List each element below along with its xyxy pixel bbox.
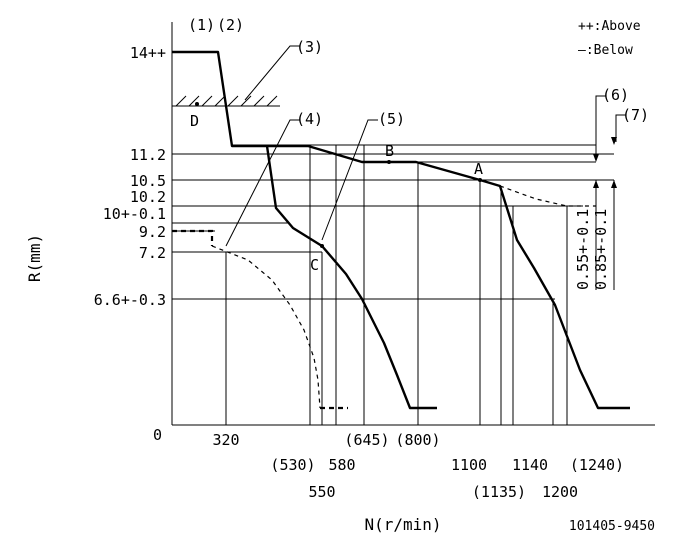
x-tick-1135: (1135) — [472, 483, 526, 501]
y-tick-0: 0 — [153, 426, 162, 444]
secondary-characteristic-curve — [265, 145, 437, 410]
x-tick-800: (800) — [395, 431, 440, 449]
legend-below: —:Below — [578, 43, 633, 58]
legend-above: ++:Above — [578, 19, 641, 34]
callout-7: (7) — [622, 106, 649, 124]
x-tick-645: (645) — [344, 431, 389, 449]
point-d-marker — [195, 102, 199, 106]
dim-value-055: 0.55+-0.1 — [574, 209, 592, 290]
x-tick-580: 580 — [328, 456, 355, 474]
main-characteristic-curve — [172, 50, 630, 410]
x-tick-530: (530) — [270, 456, 315, 474]
y-tick-14: 14++ — [130, 44, 166, 62]
dim-arrow-7-bottom — [611, 180, 617, 188]
callout-1: (1) — [188, 16, 215, 34]
callout-4: (4) — [296, 110, 323, 128]
x-tick-1140: 1140 — [512, 456, 548, 474]
dashed-upper-curve — [499, 185, 596, 207]
leader-5 — [321, 119, 378, 241]
point-a-marker — [478, 178, 482, 182]
point-b-label: B — [385, 142, 394, 160]
dim-value-085: 0.85+-0.1 — [592, 209, 610, 290]
y-tick-7-2: 7.2 — [139, 244, 166, 262]
y-tick-10-5: 10.5 — [130, 172, 166, 190]
x-axis-title: N(r/min) — [364, 515, 441, 534]
callout-6: (6) — [602, 86, 629, 104]
y-tick-9-2: 9.2 — [139, 223, 166, 241]
dim-arrow-6-top — [593, 154, 599, 162]
dashed-idle-step — [172, 229, 214, 246]
x-tick-550: 550 — [308, 483, 335, 501]
point-b-marker — [387, 160, 391, 164]
dim-arrow-6-bottom — [593, 180, 599, 188]
dashed-lower-curve — [211, 245, 321, 409]
drawing-code: 101405-9450 — [569, 519, 655, 534]
leader-3 — [244, 45, 300, 101]
dim-arrow-7-top — [611, 137, 617, 145]
x-tick-1200: 1200 — [542, 483, 578, 501]
y-tick-6-6: 6.6+-0.3 — [94, 291, 166, 309]
callout-3: (3) — [296, 38, 323, 56]
leader-6 — [595, 95, 606, 160]
point-a-label: A — [474, 160, 483, 178]
callout-2: (2) — [217, 16, 244, 34]
point-d-label: D — [190, 112, 199, 130]
leader-7 — [615, 114, 626, 142]
hatch-marks — [175, 95, 278, 107]
x-tick-1240: (1240) — [570, 456, 624, 474]
y-tick-10: 10+-0.1 — [103, 205, 166, 223]
y-tick-10-2: 10.2 — [130, 188, 166, 206]
callout-5: (5) — [378, 110, 405, 128]
point-c-label: C — [310, 256, 319, 274]
point-c-marker — [320, 244, 324, 248]
y-tick-11-2: 11.2 — [130, 146, 166, 164]
x-tick-1100: 1100 — [451, 456, 487, 474]
x-tick-320: 320 — [212, 431, 239, 449]
y-axis-title: R(mm) — [25, 234, 44, 282]
leader-4 — [225, 119, 300, 247]
